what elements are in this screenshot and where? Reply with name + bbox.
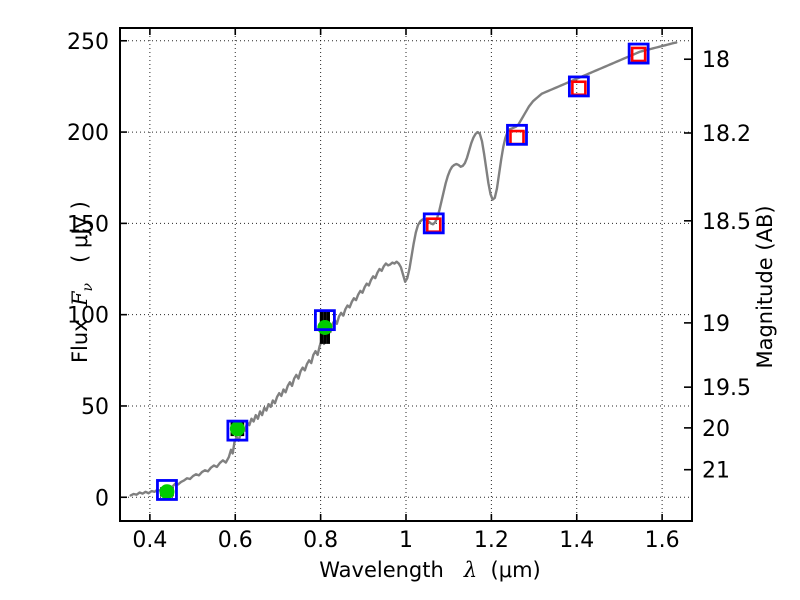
y2tick-label-2: 18.5 — [702, 210, 751, 235]
tick-labels: 0.4 0.6 0.8 1 1.2 1.4 1.6 0 50 100 150 200 250 18 18.2… — [67, 30, 751, 553]
blue-marker-6 — [627, 42, 650, 65]
y2tick-label-0: 18 — [702, 48, 730, 73]
y2tick-label-6: 21 — [702, 459, 730, 484]
xtick-label-0: 0.4 — [132, 528, 167, 553]
xtick-label-6: 1.6 — [645, 528, 680, 553]
blue-marker-4 — [506, 123, 528, 146]
gridlines — [120, 28, 692, 521]
y2tick-label-4: 19.5 — [702, 376, 751, 401]
xtick-label-4: 1.2 — [474, 528, 509, 553]
blue-marker-5 — [567, 75, 590, 98]
green-marker-2 — [317, 319, 333, 335]
blue-square-markers — [156, 42, 650, 501]
red-marker-3 — [630, 46, 647, 63]
y-axis-title-unit: ( μJy ) — [67, 201, 92, 263]
green-marker-1 — [229, 421, 245, 437]
ytick-label-1: 50 — [81, 395, 109, 420]
ytick-label-4: 200 — [67, 121, 109, 146]
blue-marker-2 — [313, 309, 336, 332]
y-axis-title-word: Flux — [67, 319, 92, 364]
blue-marker-3 — [422, 212, 445, 235]
blue-marker-0 — [156, 479, 178, 501]
xtick-label-2: 0.8 — [303, 528, 338, 553]
xtick-label-5: 1.4 — [559, 528, 594, 553]
y2-axis-title-text: Magnitude (AB) — [753, 205, 777, 369]
x-axis-title-unit: (μm) — [490, 558, 541, 582]
blue-marker-1 — [226, 419, 249, 442]
green-marker-0 — [159, 484, 175, 500]
y2-axis-title: Magnitude (AB) — [753, 137, 777, 437]
y-axis-title-symbol: Fν — [67, 282, 97, 307]
ytick-label-5: 250 — [67, 30, 109, 55]
x-axis-title-symbol: λ — [463, 558, 478, 582]
tick-marks — [120, 28, 692, 521]
x-axis-title-word: Wavelength — [319, 558, 444, 582]
ytick-label-0: 0 — [95, 486, 109, 511]
xtick-label-3: 1 — [399, 528, 413, 553]
green-circle-markers — [159, 319, 333, 500]
y-axis-title: Flux Fν ( μJy ) — [68, 82, 96, 482]
xtick-label-1: 0.6 — [218, 528, 253, 553]
y2tick-label-1: 18.2 — [702, 122, 751, 147]
ytick-label-3: 150 — [67, 212, 109, 237]
y2tick-label-5: 20 — [702, 417, 730, 442]
y2tick-label-3: 19 — [702, 312, 730, 337]
ytick-label-2: 100 — [67, 304, 109, 329]
x-axis-title: Wavelength λ (μm) — [0, 558, 800, 582]
